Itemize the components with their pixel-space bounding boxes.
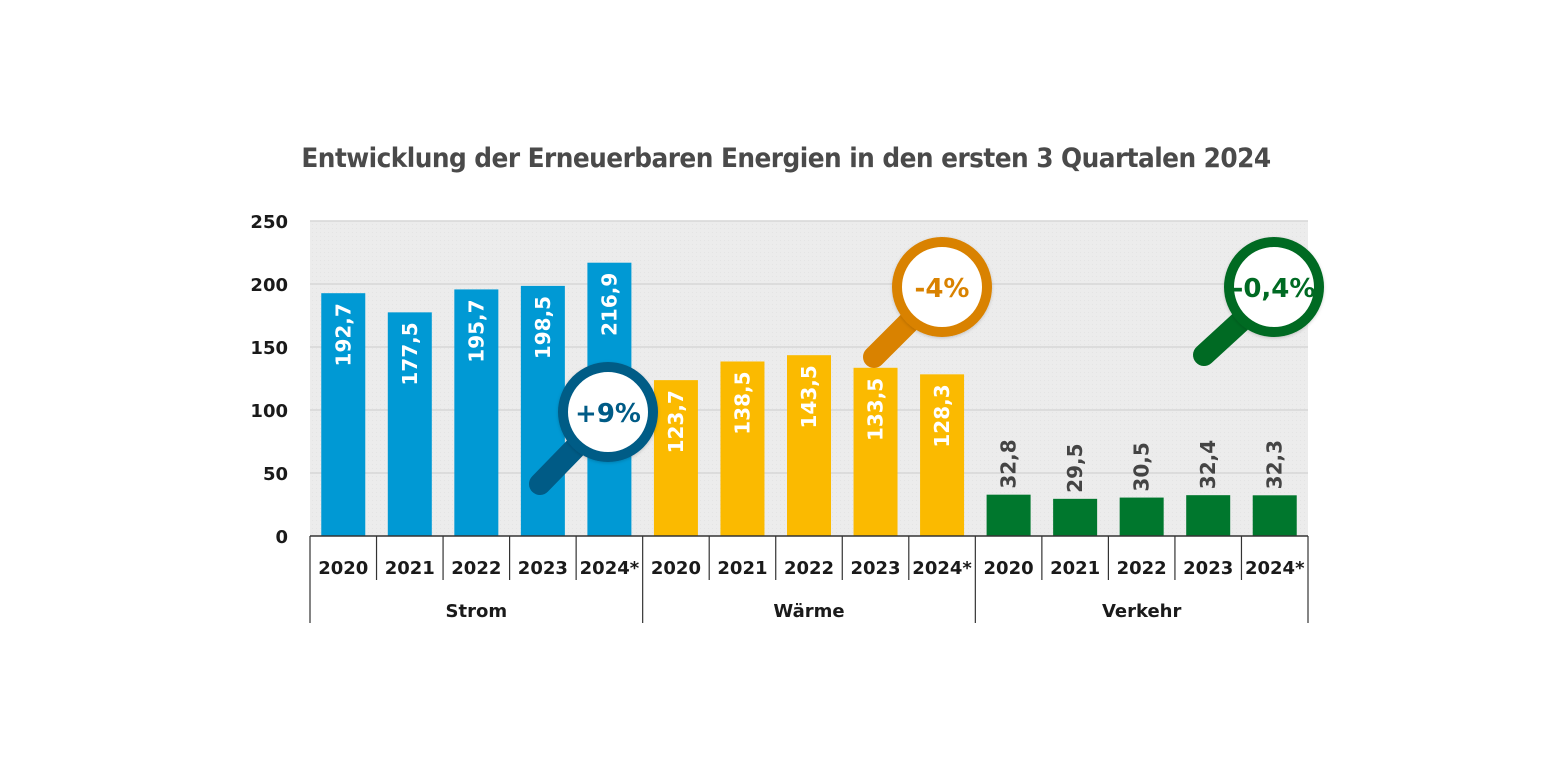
x-tick-label: 2020 <box>651 558 701 579</box>
value-label: 198,5 <box>531 296 555 359</box>
value-label: 128,3 <box>930 384 954 447</box>
bar <box>720 361 765 536</box>
bar <box>653 380 698 536</box>
magnifier-lens-icon <box>1224 237 1324 337</box>
y-tick-label: 200 <box>250 275 288 296</box>
magnifier-handle-icon <box>529 437 586 495</box>
magnifier-lens-icon <box>892 237 992 337</box>
value-label: 192,7 <box>331 303 355 366</box>
value-label: 216,9 <box>597 273 621 336</box>
change-label: -4% <box>915 274 970 304</box>
y-tick-label: 50 <box>263 464 288 485</box>
x-tick-label: 2023 <box>518 558 568 579</box>
bar <box>920 374 965 536</box>
bar <box>387 312 432 536</box>
x-tick-label: 2024* <box>1245 558 1305 579</box>
magnifier-badge: -0,4% <box>1193 237 1324 366</box>
bar <box>321 293 366 536</box>
x-tick-label: 2024* <box>912 558 972 579</box>
value-label: 123,7 <box>664 390 688 453</box>
x-tick-label: 2020 <box>318 558 368 579</box>
value-label: 30,5 <box>1130 442 1154 491</box>
value-label: 138,5 <box>730 371 754 434</box>
bar <box>787 355 831 536</box>
bar <box>1186 495 1231 536</box>
value-label: 29,5 <box>1063 443 1087 492</box>
value-label: 32,4 <box>1196 440 1220 489</box>
bar <box>986 494 1031 536</box>
x-tick-label: 2022 <box>1117 558 1167 579</box>
bar <box>853 367 898 536</box>
magnifier-badge: +9% <box>529 362 658 495</box>
y-tick-label: 150 <box>250 338 288 359</box>
group-label: Wärme <box>773 601 844 622</box>
x-tick-label: 2021 <box>717 558 767 579</box>
group-label: Verkehr <box>1102 601 1182 622</box>
x-tick-label: 2022 <box>451 558 501 579</box>
value-label: 143,5 <box>797 365 821 428</box>
chart-title: Entwicklung der Erneuerbaren Energien in… <box>301 143 1271 174</box>
bar <box>454 289 499 536</box>
y-tick-label: 100 <box>250 401 288 422</box>
value-label: 32,8 <box>997 439 1021 488</box>
value-label: 32,3 <box>1263 440 1287 489</box>
change-label: +9% <box>575 399 641 429</box>
x-tick-label: 2021 <box>1050 558 1100 579</box>
x-tick-label: 2020 <box>984 558 1034 579</box>
value-label: 133,5 <box>864 378 888 441</box>
y-tick-label: 250 <box>250 212 288 233</box>
x-tick-label: 2021 <box>385 558 435 579</box>
x-tick-label: 2022 <box>784 558 834 579</box>
magnifier-handle-icon <box>863 312 919 368</box>
bar <box>1252 495 1297 536</box>
group-label: Strom <box>446 601 508 622</box>
y-tick-label: 0 <box>275 527 288 548</box>
magnifier-badge: -4% <box>863 237 992 368</box>
value-label: 195,7 <box>464 299 488 362</box>
change-label: -0,4% <box>1233 274 1316 304</box>
magnifier-handle-icon <box>1193 311 1251 366</box>
x-tick-label: 2023 <box>850 558 900 579</box>
x-tick-label: 2024* <box>580 558 640 579</box>
magnifier-lens-icon <box>558 362 658 462</box>
x-tick-label: 2023 <box>1183 558 1233 579</box>
bar <box>1119 497 1164 536</box>
value-label: 177,5 <box>398 322 422 385</box>
bar <box>1053 498 1098 536</box>
